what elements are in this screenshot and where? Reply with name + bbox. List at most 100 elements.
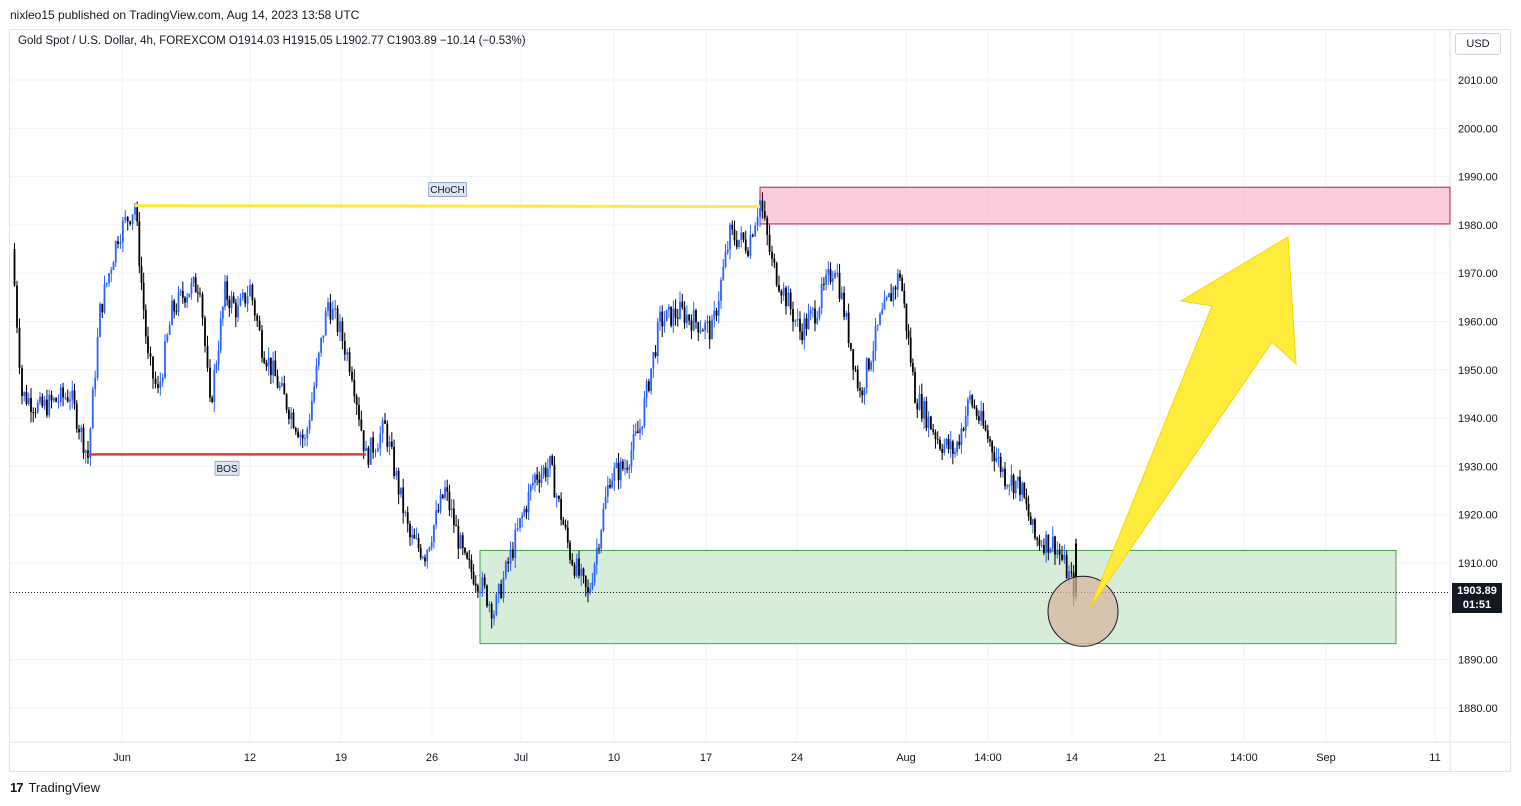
candle-down	[578, 558, 580, 576]
candle-down	[850, 343, 852, 350]
candle-up	[876, 324, 879, 326]
candle-down	[474, 583, 477, 586]
candle-down	[457, 525, 460, 549]
candle-up	[84, 450, 87, 453]
candle-down	[971, 395, 974, 406]
candle-up	[966, 399, 969, 416]
candle-down	[206, 345, 209, 368]
candle-up	[495, 594, 498, 615]
candle-down	[571, 559, 574, 565]
candle-up	[1006, 485, 1009, 487]
candle-down	[1034, 519, 1036, 539]
demand-zone	[479, 549, 1397, 645]
candle-up	[481, 577, 484, 592]
candle-up	[509, 549, 512, 564]
candle-up	[943, 444, 946, 453]
candle-up	[439, 494, 442, 512]
candle-down	[476, 585, 479, 592]
candle-down	[566, 527, 569, 543]
candle-up	[112, 262, 115, 271]
candle-up	[188, 293, 191, 298]
candle-down	[695, 310, 697, 323]
candle-up	[48, 394, 51, 416]
candle-up	[874, 325, 877, 352]
x-tick-label: 14:00	[974, 752, 1002, 764]
candle-up	[619, 461, 622, 481]
candle-up	[497, 584, 500, 595]
candle-down	[367, 447, 370, 465]
candle-down	[288, 409, 290, 420]
candle-up	[108, 273, 110, 284]
candle-down	[512, 549, 514, 558]
candle-down	[507, 561, 510, 564]
candle-up	[831, 278, 834, 282]
x-tick-label: Jul	[514, 752, 528, 764]
candle-up	[299, 434, 302, 438]
candle-down	[636, 431, 639, 434]
candle-up	[379, 433, 382, 449]
candle-up	[317, 352, 320, 366]
candle-up	[479, 591, 481, 593]
candle-down	[50, 394, 53, 401]
candle-down	[688, 314, 691, 321]
chart-frame[interactable]	[9, 29, 1511, 772]
candle-down	[486, 585, 488, 606]
candle-up	[313, 386, 316, 402]
footer-brand[interactable]: TradingView	[28, 780, 101, 795]
candle-down	[353, 379, 356, 397]
candle-down	[751, 234, 754, 237]
candle-down	[149, 353, 152, 357]
candle-down	[343, 340, 346, 355]
candle-up	[311, 401, 313, 421]
candle-down	[582, 568, 585, 576]
candle-down	[285, 394, 288, 410]
candle-up	[606, 485, 609, 497]
candle-down	[393, 446, 395, 476]
candle-down	[297, 431, 299, 438]
y-tick-label: 1920.00	[1458, 510, 1498, 522]
candle-down	[500, 584, 502, 599]
candle-down	[701, 330, 704, 332]
candle-up	[945, 439, 948, 445]
candle-down	[228, 299, 231, 309]
currency-button[interactable]: USD	[1455, 33, 1501, 55]
candle-up	[818, 307, 821, 318]
candle-down	[358, 404, 360, 420]
candle-up	[542, 467, 545, 475]
candle-down	[609, 485, 611, 488]
candle-down	[226, 281, 229, 300]
candle-down	[735, 240, 738, 248]
candle-down	[731, 224, 734, 230]
candle-down	[234, 302, 237, 318]
candle-down	[30, 397, 32, 413]
candle-down	[674, 308, 677, 318]
candle-down	[982, 411, 985, 426]
y-tick-label: 1880.00	[1458, 703, 1498, 715]
candle-up	[602, 508, 605, 531]
candle-down	[856, 369, 859, 389]
candle-up	[593, 564, 596, 583]
candle-up	[444, 487, 446, 498]
candle-up	[192, 277, 195, 283]
candle-down	[468, 558, 471, 561]
candle-down	[805, 318, 808, 329]
candle-down	[204, 317, 206, 346]
candle-up	[754, 225, 757, 237]
candle-down	[676, 317, 679, 319]
candle-up	[652, 352, 655, 369]
candle-up	[600, 530, 603, 549]
candle-up	[267, 357, 270, 367]
candle-down	[402, 487, 405, 514]
candle-down	[184, 297, 186, 303]
candle-up	[57, 401, 60, 403]
candle-up	[659, 311, 661, 322]
candle-up	[241, 292, 244, 299]
candle-down	[73, 390, 76, 404]
candle-up	[892, 287, 895, 302]
y-tick-label: 1940.00	[1458, 413, 1498, 425]
candle-up	[816, 317, 819, 324]
candle-up	[161, 377, 164, 382]
candle-down	[41, 396, 44, 407]
candle-up	[213, 369, 216, 402]
